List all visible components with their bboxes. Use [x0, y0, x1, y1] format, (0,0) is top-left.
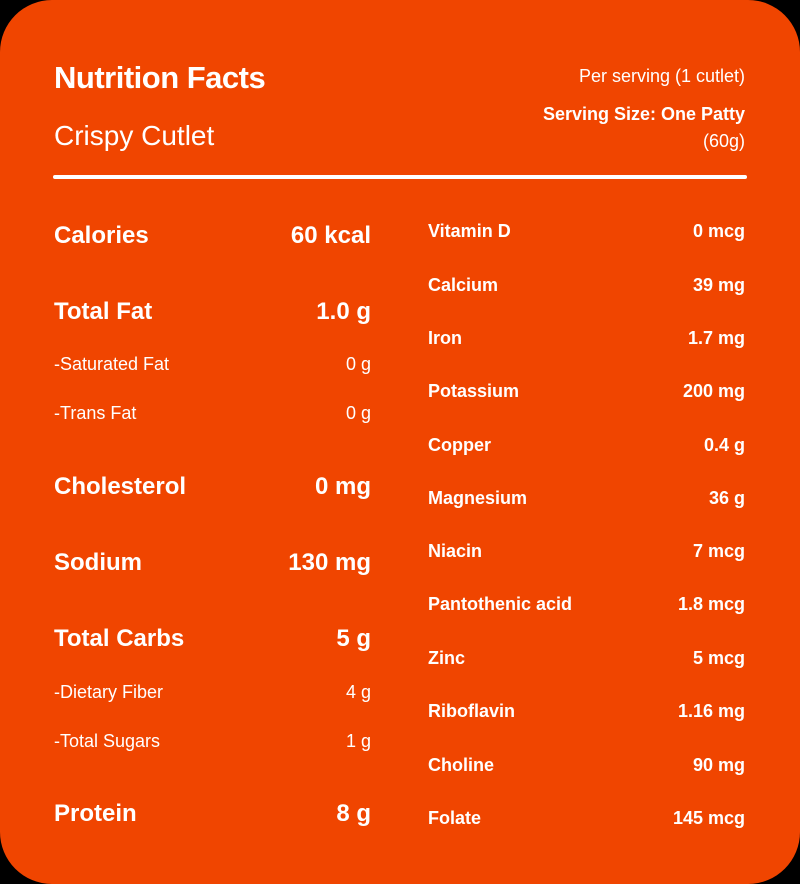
nutrient-row-pantothenic-acid: Pantothenic acid 1.8 mcg	[428, 594, 745, 615]
nutrient-value: 36 g	[708, 488, 745, 508]
nutrient-value: 0 mg	[314, 473, 371, 500]
nutrient-label: -Trans Fat	[54, 403, 137, 423]
nutrient-value: 5 mcg	[692, 648, 745, 668]
nutrient-row-total-sugars: -Total Sugars 1 g	[54, 731, 371, 752]
nutrient-label: Pantothenic acid	[428, 594, 573, 614]
nutrient-row-calories: Calories 60 kcal	[54, 222, 371, 250]
nutrient-row-niacin: Niacin 7 mcg	[428, 541, 745, 562]
serving-size: Serving Size: One Patty (60g)	[543, 101, 745, 155]
nutrient-label: -Dietary Fiber	[54, 682, 164, 702]
per-serving-text: Per serving (1 cutlet)	[578, 66, 745, 86]
nutrient-value: 7 mcg	[692, 541, 745, 561]
nutrient-value: 1.0 g	[316, 298, 371, 325]
nutrient-label: Niacin	[428, 541, 483, 561]
product-name: Crispy Cutlet	[54, 120, 215, 151]
nutrient-row-total-carbs: Total Carbs 5 g	[54, 625, 371, 653]
nutrient-value: 1 g	[345, 731, 371, 751]
nutrient-value: 0.4 g	[703, 435, 745, 455]
nutrient-label: Folate	[428, 808, 482, 828]
nutrient-row-total-fat: Total Fat 1.0 g	[54, 298, 371, 326]
nutrient-value: 130 mg	[288, 549, 371, 576]
nutrient-label: -Saturated Fat	[54, 354, 170, 374]
nutrient-value: 4 g	[345, 682, 371, 702]
nutrient-label: Zinc	[428, 648, 466, 668]
nutrient-label: Iron	[428, 328, 462, 348]
nutrient-row-protein: Protein 8 g	[54, 800, 371, 828]
nutrient-value: 0 mcg	[692, 221, 745, 241]
nutrient-label: Calories	[54, 222, 149, 249]
nutrient-row-dietary-fiber: -Dietary Fiber 4 g	[54, 682, 371, 703]
nutrient-value: 1.7 mg	[687, 328, 745, 348]
nutrient-value: 1.16 mg	[677, 701, 745, 721]
nutrient-value: 60 kcal	[290, 222, 371, 249]
nutrient-row-copper: Copper 0.4 g	[428, 435, 745, 456]
nutrient-row-folate: Folate 145 mcg	[428, 808, 745, 829]
nutrient-label: Magnesium	[428, 488, 528, 508]
nutrient-row-iron: Iron 1.7 mg	[428, 328, 745, 349]
nutrient-label: Potassium	[428, 381, 520, 401]
nutrient-row-trans-fat: -Trans Fat 0 g	[54, 403, 371, 424]
nutrient-label: Protein	[54, 800, 137, 827]
nutrient-value: 145 mcg	[672, 808, 745, 828]
nutrient-row-calcium: Calcium 39 mg	[428, 275, 745, 296]
nutrient-label: Calcium	[428, 275, 499, 295]
nutrient-value: 0 g	[345, 403, 371, 423]
nutrient-value: 8 g	[336, 800, 371, 827]
nutrient-row-sodium: Sodium 130 mg	[54, 549, 371, 577]
nutrient-value: 5 g	[336, 625, 371, 652]
nutrient-row-choline: Choline 90 mg	[428, 755, 745, 776]
nutrient-value: 90 mg	[692, 755, 745, 775]
nutrient-value: 39 mg	[692, 275, 745, 295]
nutrient-label: Total Fat	[54, 298, 153, 325]
nutrient-label: Riboflavin	[428, 701, 516, 721]
nutrient-row-zinc: Zinc 5 mcg	[428, 648, 745, 669]
nutrient-row-cholesterol: Cholesterol 0 mg	[54, 473, 371, 501]
nutrient-row-magnesium: Magnesium 36 g	[428, 488, 745, 509]
nutrient-label: Vitamin D	[428, 221, 511, 241]
nutrient-row-saturated-fat: -Saturated Fat 0 g	[54, 354, 371, 375]
nutrient-value: 0 g	[345, 354, 371, 374]
serving-size-weight: (60g)	[702, 131, 745, 151]
nutrient-label: Cholesterol	[54, 473, 187, 500]
nutrient-value: 200 mg	[682, 381, 745, 401]
serving-size-label: Serving Size: One Patty	[542, 104, 745, 124]
nutrient-row-vitamin-d: Vitamin D 0 mcg	[428, 221, 745, 242]
nutrient-label: Sodium	[54, 549, 142, 576]
nutrient-row-riboflavin: Riboflavin 1.16 mg	[428, 701, 745, 722]
nutrient-label: Choline	[428, 755, 494, 775]
nutrient-label: Total Carbs	[54, 625, 185, 652]
nutrient-label: -Total Sugars	[54, 731, 161, 751]
nutrient-value: 1.8 mcg	[677, 594, 745, 614]
nutrient-row-potassium: Potassium 200 mg	[428, 381, 745, 402]
nutrient-label: Copper	[428, 435, 491, 455]
header-divider	[53, 175, 747, 179]
page-title: Nutrition Facts	[54, 60, 266, 95]
